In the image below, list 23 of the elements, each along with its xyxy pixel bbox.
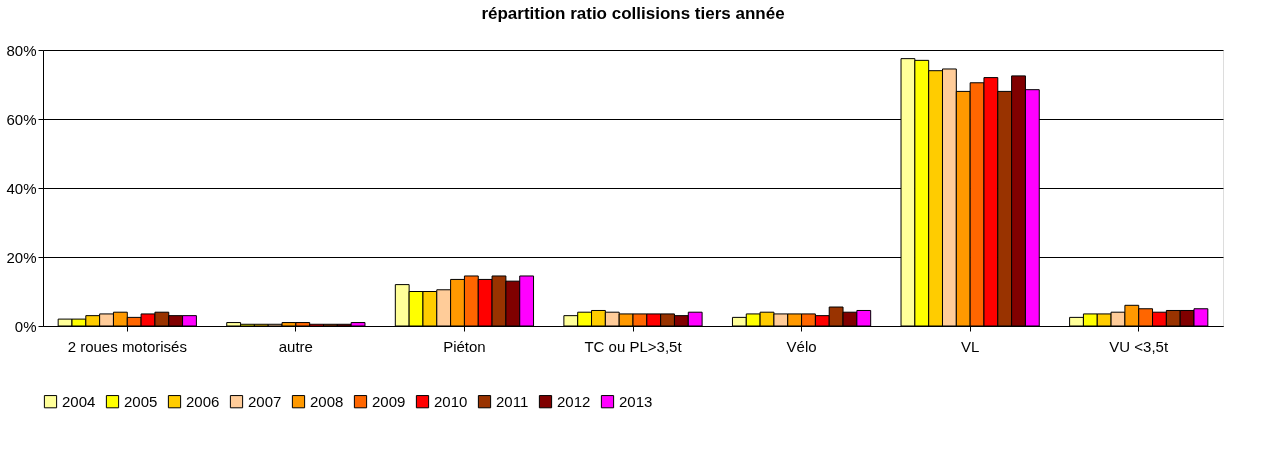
y-tick-label: 0% (14, 317, 37, 335)
legend-label: 2008 (310, 392, 344, 410)
x-tick-label: VL (960, 337, 980, 355)
y-tick-label: 40% (6, 179, 37, 197)
legend-label: 2012 (557, 392, 591, 410)
legend-label: 2009 (372, 392, 406, 410)
x-tick-label: 2 roues motorisés (67, 337, 187, 355)
legend-label: 2011 (496, 392, 529, 410)
legend-label: 2007 (248, 392, 282, 410)
legend-label: 2006 (186, 392, 220, 410)
x-tick-label: Piéton (443, 337, 486, 355)
legend-label: 2005 (124, 392, 158, 410)
x-tick-label: Vélo (786, 337, 817, 355)
legend-label: 2013 (619, 392, 653, 410)
y-tick-label: 20% (6, 248, 37, 266)
x-tick-label: TC ou PL>3,5t (584, 337, 683, 355)
legend-label: 2004 (62, 392, 96, 410)
y-tick-label: 60% (6, 110, 37, 128)
x-tick-label: VU <3,5t (1109, 337, 1169, 355)
y-tick-label: 80% (6, 41, 37, 59)
x-tick-label: autre (278, 337, 313, 355)
legend-label: 2010 (434, 392, 468, 410)
chart-title: répartition ratio collisions tiers année (481, 4, 785, 23)
